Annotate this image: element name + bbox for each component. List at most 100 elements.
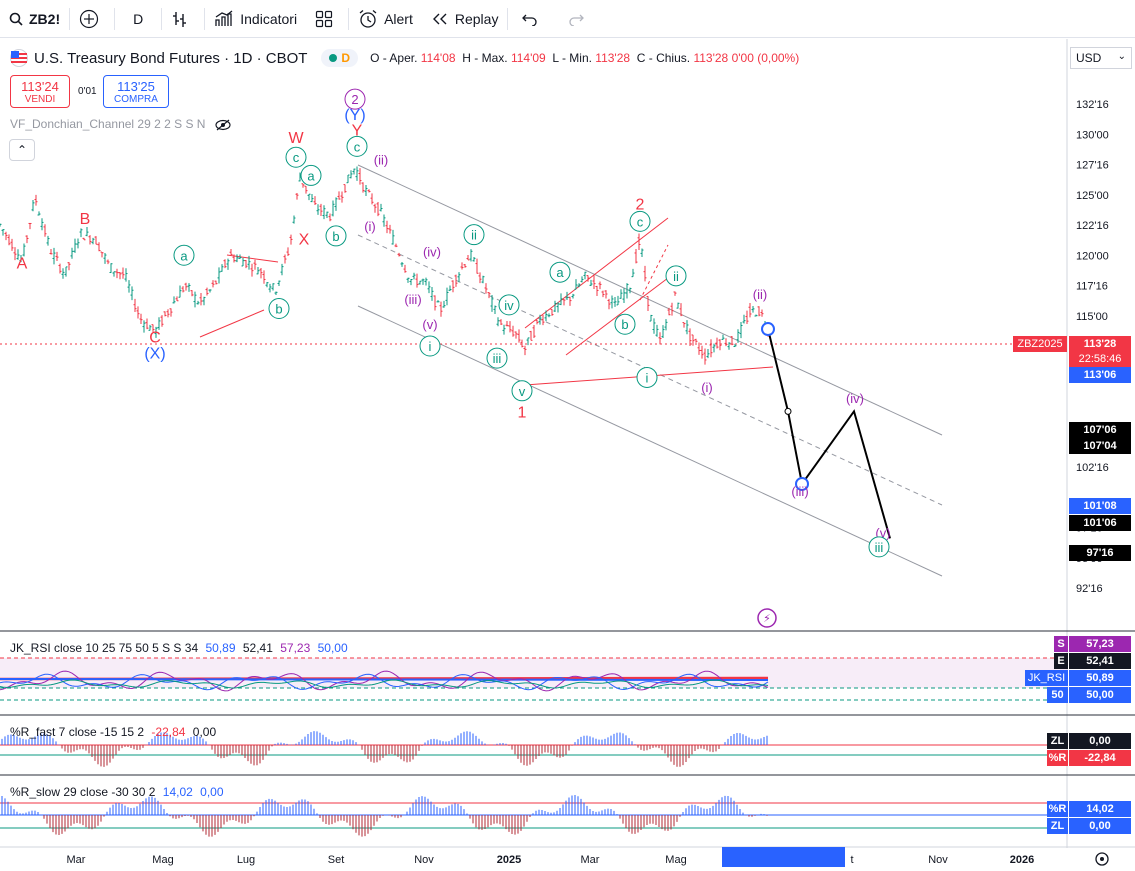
x-tick-label: Lug (237, 854, 255, 866)
wave-label: (ii) (374, 153, 388, 168)
ohlc-bar (328, 213, 332, 222)
ohlc-bar (247, 255, 251, 270)
svg-text:a: a (556, 265, 564, 280)
ohlc-bar (361, 182, 365, 193)
ohlc-bar (709, 339, 713, 358)
ohlc-bar (37, 211, 41, 216)
ohlc-bar (649, 314, 653, 322)
ohlc-bar (178, 285, 182, 298)
wave-label: (Y) (344, 107, 365, 124)
chart-title: U.S. Treasury Bond Futures · 1D · CBOT (34, 49, 308, 67)
ohlc-bar (463, 264, 467, 268)
ohlc-bar (577, 283, 581, 288)
replay-button[interactable]: Replay (422, 0, 508, 38)
collapse-button[interactable]: ⌃ (9, 139, 35, 161)
svg-text:Y: Y (352, 123, 363, 140)
market-status[interactable]: D (321, 49, 359, 67)
wedge-mid (565, 277, 669, 356)
x-tick-label: Nov (928, 854, 948, 866)
ohlc-high-label: H - Max. (462, 51, 508, 65)
chart-header: U.S. Treasury Bond Futures · 1D · CBOT D… (10, 49, 799, 67)
divider (507, 7, 509, 30)
ohlc-bar (181, 286, 185, 293)
ohlc-bar (316, 204, 320, 215)
ohlc-bar (565, 291, 569, 300)
ohlc-bar (367, 189, 371, 193)
divider (348, 7, 350, 30)
compare-button[interactable] (70, 0, 114, 38)
interval-button[interactable]: D (115, 0, 161, 38)
svg-text:(i): (i) (364, 219, 376, 234)
ohlc-bar (262, 270, 266, 284)
rsi-pane (0, 657, 1067, 701)
ohlc-bar (397, 252, 401, 257)
ohlc-bar (88, 235, 92, 245)
ohlc-bar (583, 271, 587, 280)
ohlc-bar (295, 193, 299, 200)
alert-button[interactable]: Alert (349, 0, 422, 38)
rsi-ema-line (0, 678, 769, 681)
ohlc-bar (541, 314, 545, 326)
redo-button[interactable] (558, 0, 600, 38)
ohlc-bar (454, 274, 458, 287)
ohlc-bar (196, 300, 200, 305)
svg-text:(X): (X) (144, 345, 165, 362)
symbol-search[interactable]: ZB2! (0, 0, 69, 38)
chart-canvas[interactable]: 132'16 130'00 127'16 125'00 122'16 120'00 117'… (0, 39, 1135, 871)
ohlc-bar (406, 277, 410, 283)
ohlc-bar (325, 211, 329, 219)
ohlc-bar (388, 224, 392, 234)
indicators-label: Indicatori (240, 10, 298, 27)
ohlc-bar (418, 280, 422, 285)
ohlc-bar (160, 315, 164, 327)
chevron-up-icon: ⌃ (16, 143, 28, 157)
undo-button[interactable] (508, 0, 558, 38)
indicators-button[interactable]: Indicatori (205, 0, 306, 38)
ohlc-bar (472, 257, 476, 262)
settings-gear-icon[interactable] (1095, 852, 1109, 866)
ohlc-bar (154, 326, 158, 338)
ohlc-bar (646, 295, 650, 312)
ohlc-bar (211, 280, 215, 288)
svg-text:1: 1 (518, 405, 527, 422)
ohlc-bar (652, 318, 656, 334)
currency-selector[interactable]: USD ⌄ (1070, 47, 1132, 69)
projection-end-point[interactable] (795, 476, 809, 491)
wave-label: v (511, 380, 533, 402)
price-tag-101-06: 101'06 (1069, 515, 1131, 531)
projection-start-point[interactable] (761, 322, 775, 337)
ohlc-bar (28, 222, 32, 230)
ohlc-bar (664, 319, 668, 331)
ohlc-bar (661, 325, 665, 338)
wave-label: (i) (701, 380, 713, 395)
y-tick-label: 130'00 (1076, 129, 1109, 141)
wave-label: iii (486, 347, 508, 369)
ohlc-bar (487, 292, 491, 299)
y-tick-label: 127'16 (1076, 160, 1109, 172)
ohlc-bar (76, 238, 80, 249)
ohlc-bar (415, 273, 419, 288)
templates-button[interactable] (306, 0, 348, 38)
buy-button[interactable]: 113'25 COMPRA (103, 75, 169, 108)
ohlc-bar (118, 271, 122, 280)
ohlc-bar (733, 343, 737, 348)
sell-button[interactable]: 113'24 VENDI (10, 75, 70, 108)
x-tick-label: 2025 (497, 854, 521, 866)
svg-text:X: X (299, 232, 310, 249)
ohlc-bar (556, 302, 560, 313)
chart-type-button[interactable] (162, 0, 204, 38)
market-dot-icon (329, 54, 338, 62)
ohlc-bar (637, 233, 641, 250)
rsi-tag-50: 50,00 (1069, 687, 1131, 703)
wave-label: (ii) (753, 287, 767, 302)
alert-label: Alert (384, 10, 413, 27)
ohlc-open: 114'08 (420, 51, 456, 65)
wave-label: a (549, 261, 571, 283)
ohlc-bar (373, 203, 377, 213)
eye-hidden-icon[interactable] (215, 119, 231, 131)
ohlc-bar (427, 281, 431, 294)
ohlc-bar (484, 283, 488, 294)
settings-gear-center (1100, 857, 1104, 861)
williams-slow-pane (0, 795, 1067, 837)
lightning-icon[interactable] (757, 608, 777, 628)
